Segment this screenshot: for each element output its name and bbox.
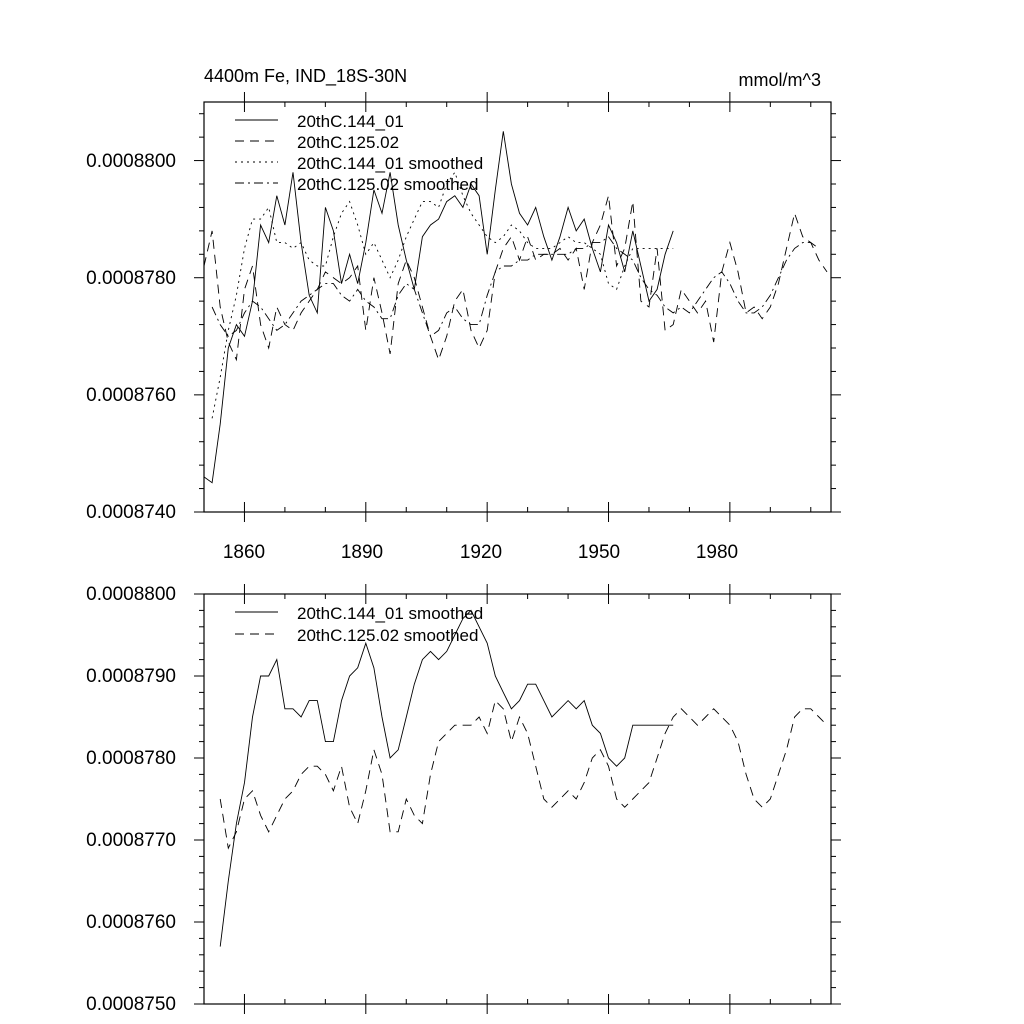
y-tick-label: 0.0008780 [86, 748, 176, 769]
top-legend: 20thC.144_01 20thC.125.02 20thC.144_01 s… [235, 112, 483, 194]
y-tick-label: 0.0008750 [86, 994, 176, 1015]
x-tick-label: 1950 [578, 542, 620, 563]
y-tick-label: 0.0008740 [86, 502, 176, 523]
series-line [203, 195, 828, 362]
bottom-panel: 0.0008800 0.0008790 0.0008780 0.0008770 … [86, 584, 841, 1015]
x-tick-label: 1920 [460, 542, 502, 563]
top-y-tick-labels: 0.0008800 0.0008780 0.0008760 0.0008740 [86, 151, 176, 523]
legend-label: 20thC.125.02 [297, 133, 399, 152]
y-tick-label: 0.0008770 [86, 830, 176, 851]
y-tick-label: 0.0008760 [86, 385, 176, 406]
series-line [219, 609, 674, 947]
y-tick-label: 0.0008760 [86, 912, 176, 933]
bottom-axis-ticks [194, 584, 841, 1014]
top-chart-title: 4400m Fe, IND_18S-30N [204, 66, 407, 87]
y-tick-label: 0.0008790 [86, 666, 176, 687]
top-x-tick-labels: 1860 1890 1920 1950 1980 [223, 542, 738, 563]
legend-label: 20thC.125.02 smoothed [297, 175, 478, 194]
y-tick-label: 0.0008780 [86, 268, 176, 289]
x-tick-label: 1890 [341, 542, 383, 563]
legend-label: 20thC.125.02 smoothed [297, 626, 478, 645]
series-line [211, 171, 674, 419]
top-series-lines [203, 131, 828, 484]
legend-label: 20thC.144_01 smoothed [297, 604, 483, 623]
bottom-series-lines [219, 609, 828, 947]
series-line [211, 236, 820, 338]
top-panel: 4400m Fe, IND_18S-30N mmol/m^3 0.0008800… [86, 66, 841, 563]
legend-label: 20thC.144_01 smoothed [297, 154, 483, 173]
y-tick-label: 0.0008800 [86, 584, 176, 605]
bottom-y-tick-labels: 0.0008800 0.0008790 0.0008780 0.0008770 … [86, 584, 176, 1015]
top-plot-frame [203, 101, 832, 513]
series-line [203, 131, 674, 484]
legend-label: 20thC.144_01 [297, 112, 404, 131]
bottom-plot-frame [203, 593, 832, 1005]
x-tick-label: 1860 [223, 542, 265, 563]
bottom-legend: 20thC.144_01 smoothed 20thC.125.02 smoot… [235, 604, 483, 645]
top-chart-units: mmol/m^3 [739, 70, 821, 90]
x-tick-label: 1980 [696, 542, 738, 563]
y-tick-label: 0.0008800 [86, 151, 176, 172]
top-axis-ticks [194, 92, 841, 522]
series-line [219, 699, 828, 850]
